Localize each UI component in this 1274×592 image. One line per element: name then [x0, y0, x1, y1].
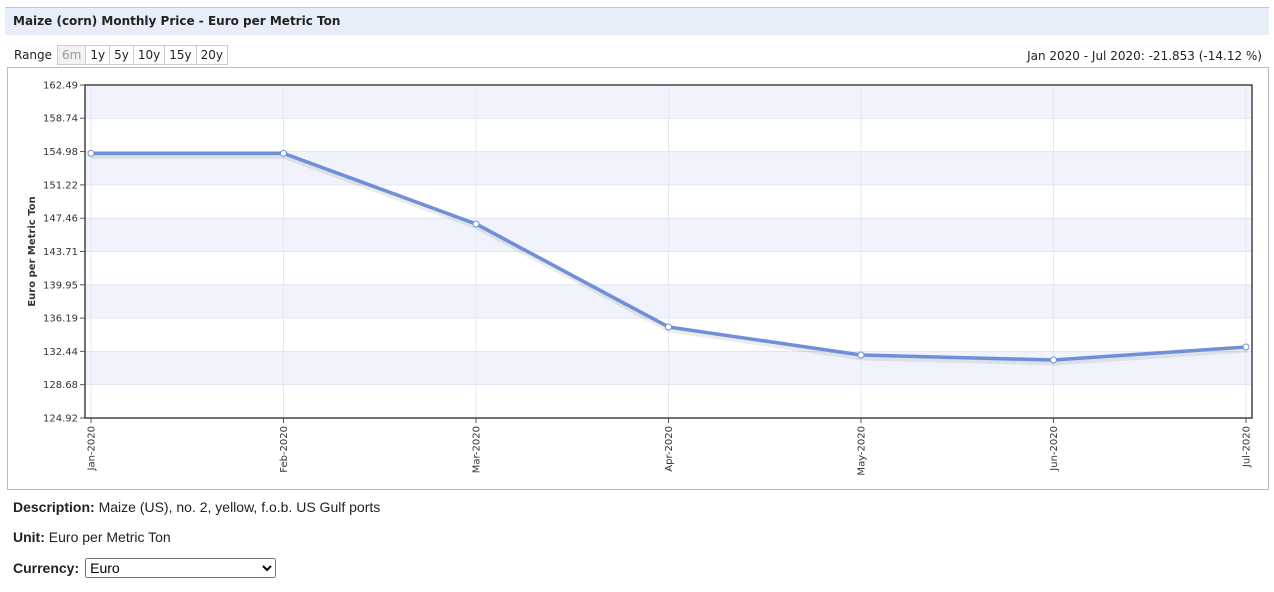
- y-tick-label: 162.49: [43, 81, 78, 92]
- description-label: Description:: [13, 499, 95, 515]
- range-label: Range: [14, 48, 53, 62]
- y-tick-label: 154.98: [43, 147, 78, 158]
- range-button[interactable]: 6m: [57, 45, 87, 65]
- y-tick-label: 147.46: [43, 214, 78, 225]
- y-tick-label: 139.95: [43, 280, 78, 291]
- x-tick-label: May-2020: [857, 426, 868, 476]
- range-button[interactable]: 20y: [195, 45, 228, 65]
- y-axis-label: Euro per Metric Ton: [27, 196, 38, 306]
- y-tick-label: 124.92: [43, 414, 78, 425]
- description-text: Maize (US), no. 2, yellow, f.o.b. US Gul…: [98, 499, 381, 515]
- y-tick-label: 132.44: [43, 347, 78, 358]
- unit: Unit: Euro per Metric Ton: [13, 529, 171, 545]
- range-bar: Range 6m 1y 5y 10y 15y 20y: [14, 45, 228, 65]
- x-tick-label: Jan-2020: [87, 426, 98, 471]
- range-button[interactable]: 10y: [132, 45, 166, 65]
- range-button[interactable]: 15y: [164, 45, 197, 65]
- data-point: [665, 323, 672, 331]
- data-point: [280, 149, 287, 157]
- range-summary: Jan 2020 - Jul 2020: -21.853 (-14.12 %): [1027, 49, 1262, 63]
- y-tick-label: 143.71: [43, 247, 78, 258]
- data-point: [87, 149, 95, 157]
- chart-box: 124.92 128.68 132.44 136.19 139.95 143.71 147.…: [7, 67, 1269, 490]
- chart: 124.92 128.68 132.44 136.19 139.95 143.71 147.…: [27, 81, 1253, 476]
- plot-frame: [84, 84, 1253, 419]
- unit-label: Unit:: [13, 529, 45, 545]
- currency: Currency: Euro: [13, 558, 277, 578]
- x-tick-label: Jul-2020: [1242, 426, 1253, 468]
- x-tick-label: Mar-2020: [472, 426, 483, 473]
- x-tick-label: Feb-2020: [279, 426, 290, 473]
- description: Description: Maize (US), no. 2, yellow, …: [13, 499, 380, 515]
- range-button[interactable]: 5y: [109, 45, 134, 65]
- y-tick-label: 128.68: [43, 380, 78, 391]
- data-point: [472, 220, 480, 228]
- currency-select[interactable]: Euro: [85, 558, 277, 578]
- range-button[interactable]: 1y: [85, 45, 111, 65]
- line-shadow: [92, 151, 1248, 366]
- x-tick-label: Jun-2020: [1049, 426, 1060, 472]
- y-tick-label: 136.19: [43, 314, 78, 325]
- x-tick-label: Apr-2020: [664, 426, 675, 472]
- y-tick-label: 158.74: [43, 114, 78, 125]
- unit-text: Euro per Metric Ton: [48, 529, 171, 545]
- page-title: Maize (corn) Monthly Price - Euro per Me…: [13, 14, 341, 28]
- header: Maize (corn) Monthly Price - Euro per Me…: [5, 7, 1269, 35]
- data-point: [857, 351, 865, 359]
- data-point: [1050, 356, 1057, 364]
- currency-label: Currency:: [13, 560, 80, 576]
- data-point: [1242, 343, 1250, 351]
- y-tick-label: 151.22: [43, 180, 78, 191]
